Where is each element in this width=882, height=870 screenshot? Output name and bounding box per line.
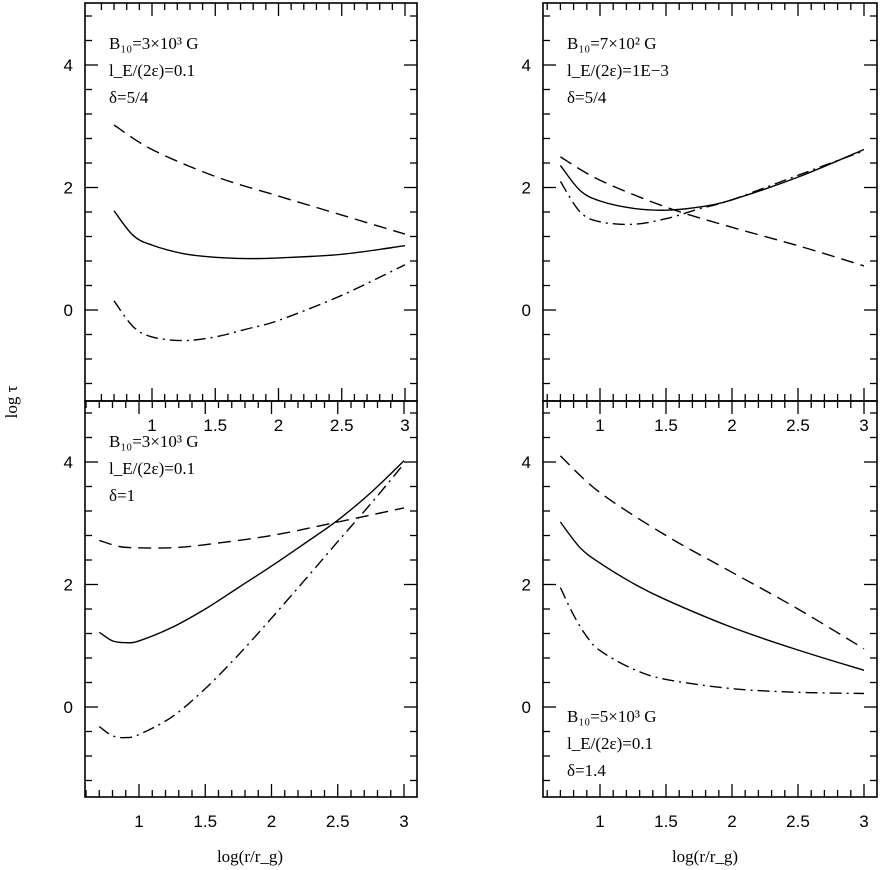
x-tick-label: 2 xyxy=(727,416,736,435)
series-line-solid xyxy=(98,460,405,644)
annotation-line-1: l_E/(2ε)=0.1 xyxy=(567,734,653,753)
x-tick-label: 3 xyxy=(859,416,868,435)
x-tick-label: 1.5 xyxy=(193,812,217,831)
annotation-line-0: B₁₀=7×10² G xyxy=(567,34,657,53)
x-tick-label: 1.5 xyxy=(203,416,227,435)
series-line-dash-dot xyxy=(113,264,406,342)
series-line-dash-dot xyxy=(98,463,405,739)
annotation-line-0: B₁₀=3×10³ G xyxy=(109,34,199,53)
plot-frame xyxy=(84,400,418,798)
y-tick-label: 4 xyxy=(64,453,73,472)
x-tick-label: 2.5 xyxy=(330,416,354,435)
series-line-dashed xyxy=(113,124,406,235)
x-tick-label: 1 xyxy=(134,812,143,831)
y-tick-label: 2 xyxy=(522,576,531,595)
x-tick-label: 2.5 xyxy=(786,812,810,831)
y-tick-label: 2 xyxy=(64,576,73,595)
x-axis-title-right: log(r/r_g) xyxy=(672,847,738,866)
x-tick-label: 2 xyxy=(274,416,283,435)
x-axis-title-left: log(r/r_g) xyxy=(217,847,283,866)
x-tick-label: 2.5 xyxy=(786,416,810,435)
annotation-line-0: B₁₀=5×10³ G xyxy=(567,707,657,726)
y-tick-label: 2 xyxy=(64,179,73,198)
series-line-dashed xyxy=(99,507,405,549)
y-tick-label: 0 xyxy=(522,301,531,320)
panel-top-right: 1 1.5 2 2.5 3 0 2 4 B₁₀=7×10² G l_E/(2ε)=1E−3 δ=5/… xyxy=(522,2,878,435)
plot-frame xyxy=(542,400,878,798)
x-tick-label: 3 xyxy=(400,416,409,435)
x-tick-label: 2 xyxy=(267,812,276,831)
annotation-line-1: l_E/(2ε)=0.1 xyxy=(109,61,195,80)
annotation-line-2: δ=1 xyxy=(109,486,135,505)
y-tick-label: 2 xyxy=(522,179,531,198)
annotation-line-2: δ=1.4 xyxy=(567,761,606,780)
y-tick-label: 4 xyxy=(522,56,531,75)
x-tick-label: 2.5 xyxy=(326,812,350,831)
panel-top-left: 1 1.5 2 2.5 3 0 2 4 B₁₀=3×10³ G l_E/(2ε)=0.1 δ=5/4 xyxy=(64,2,418,435)
y-tick-label: 4 xyxy=(522,453,531,472)
series-line-solid xyxy=(559,148,865,211)
series-line-dash-dot xyxy=(559,150,865,226)
x-tick-label: 1 xyxy=(595,812,604,831)
series-line-dash-dot xyxy=(559,587,865,695)
annotation-line-2: δ=5/4 xyxy=(567,88,607,107)
panel-bottom-left: 1 1.5 2 2.5 3 0 2 4 B₁₀=3×10³ G l_E/(2ε)=0.1 δ=1 xyxy=(64,400,418,831)
x-tick-label: 1.5 xyxy=(654,416,678,435)
x-tick-label: 3 xyxy=(859,812,868,831)
series-line-solid xyxy=(113,210,406,260)
annotation-line-2: δ=5/4 xyxy=(109,88,149,107)
annotation-line-1: l_E/(2ε)=1E−3 xyxy=(567,61,669,80)
y-tick-label: 4 xyxy=(64,56,73,75)
panel-bottom-right: 1 1.5 2 2.5 3 0 2 4 B₁₀=5×10³ G l_E/(2ε)=0.1 δ=1.4 xyxy=(522,400,878,831)
y-axis-title: log τ xyxy=(2,385,21,418)
x-tick-label: 1 xyxy=(147,416,156,435)
series-line-solid xyxy=(559,521,865,671)
x-tick-label: 1.5 xyxy=(654,812,678,831)
y-tick-label: 0 xyxy=(522,698,531,717)
x-tick-label: 2 xyxy=(727,812,736,831)
y-tick-label: 0 xyxy=(64,698,73,717)
x-tick-label: 1 xyxy=(595,416,604,435)
annotation-line-0: B₁₀=3×10³ G xyxy=(109,432,199,451)
series-line-dashed xyxy=(560,156,865,267)
annotation-line-1: l_E/(2ε)=0.1 xyxy=(109,459,195,478)
y-tick-label: 0 xyxy=(64,301,73,320)
series-line-dashed xyxy=(559,455,865,650)
x-tick-label: 3 xyxy=(399,812,408,831)
